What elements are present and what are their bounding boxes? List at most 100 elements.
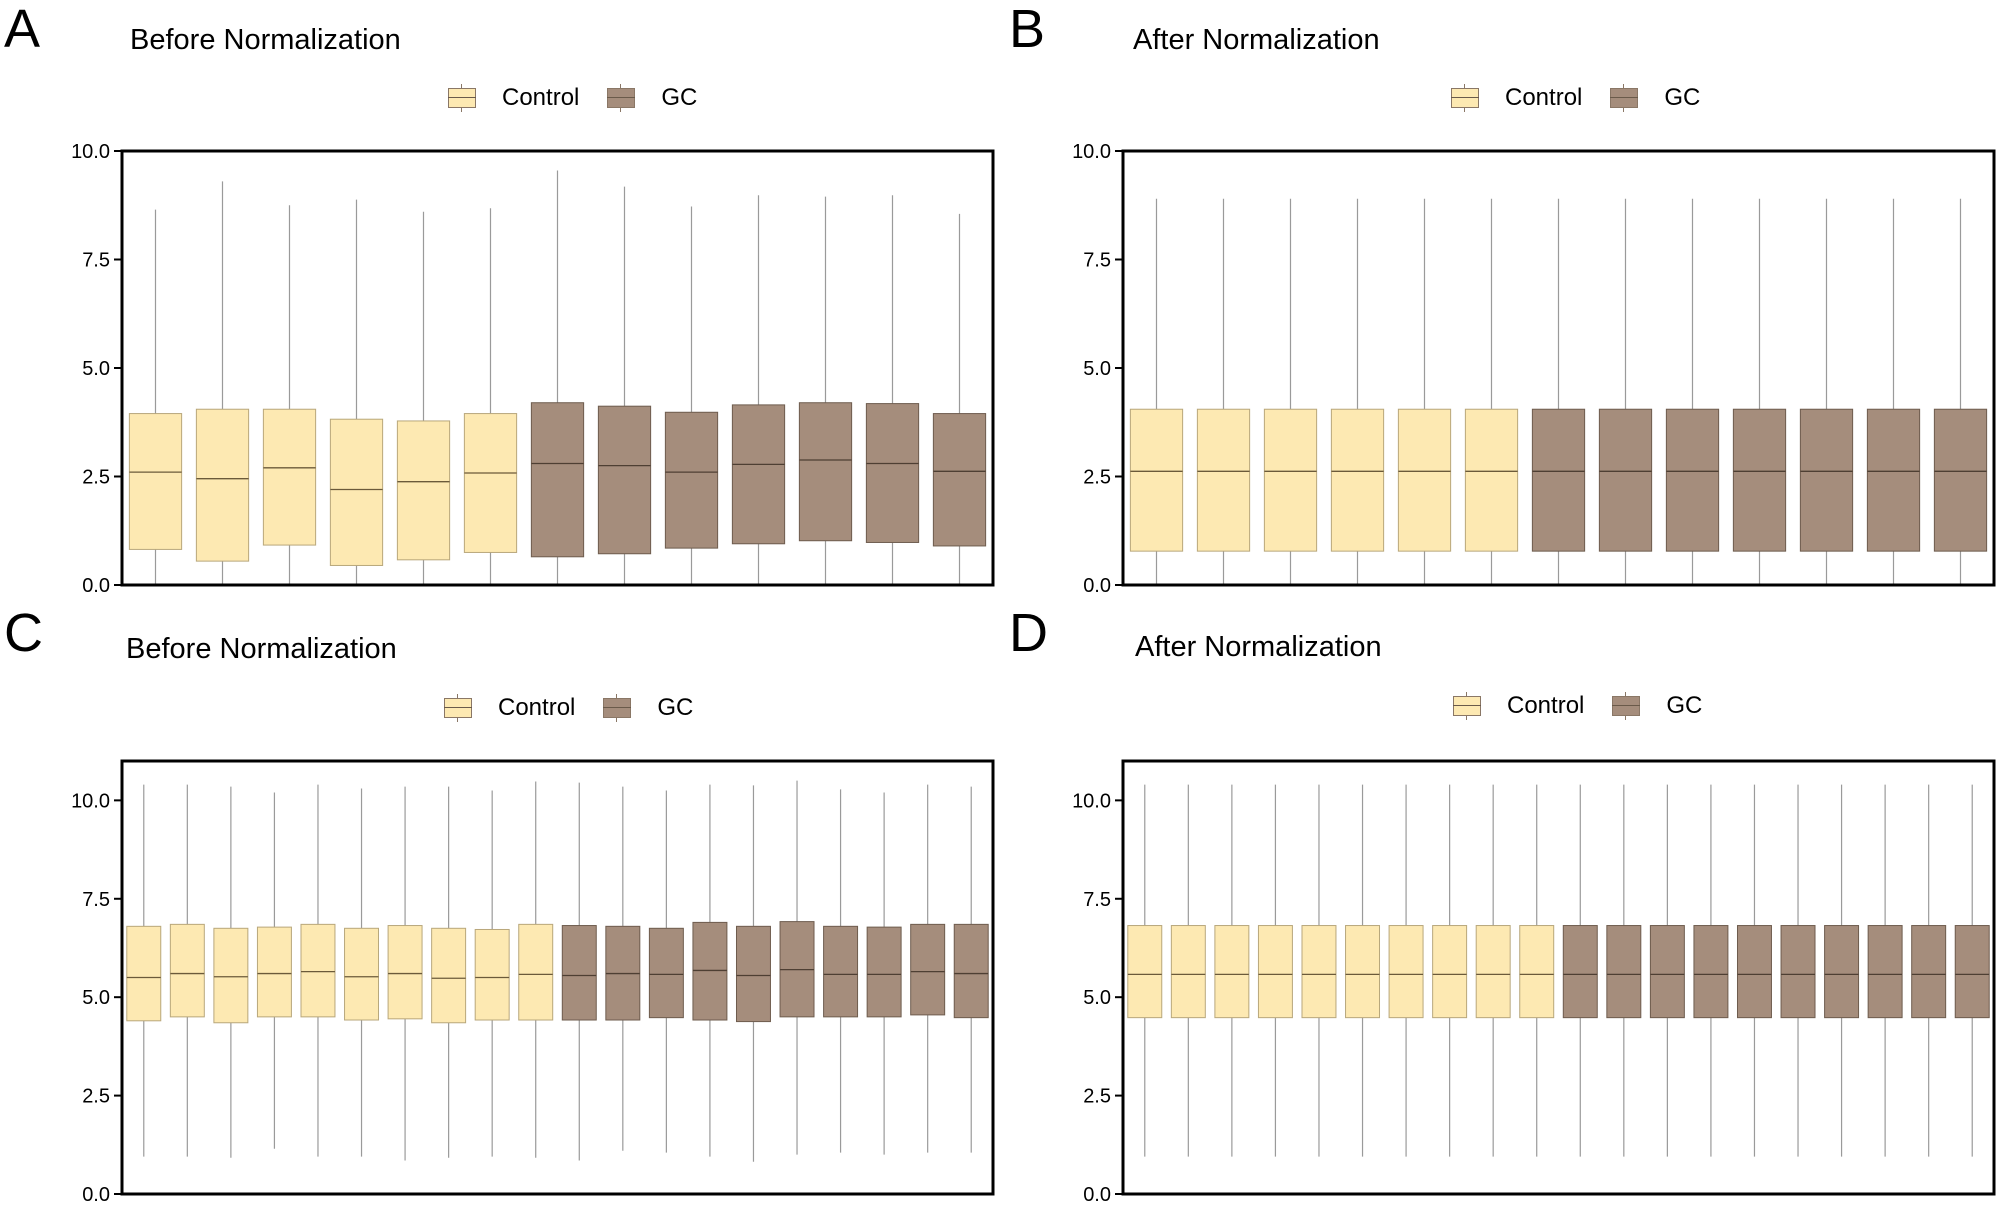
- y-tick-label: 5.0: [1083, 987, 1111, 1009]
- box-16: [1780, 784, 1816, 1157]
- y-tick-label: 7.5: [1083, 250, 1111, 272]
- panel-b: B After Normalization Control GC 0.0 2.5 5…: [1001, 0, 2002, 604]
- box-2: [1170, 784, 1206, 1157]
- box-iqr: [431, 927, 467, 1024]
- box-17: [1824, 784, 1860, 1157]
- legend-gc-label: GC: [1666, 692, 1703, 719]
- legend-gc-key: [1610, 84, 1639, 112]
- box-9: [1665, 198, 1720, 585]
- box-2: [169, 784, 205, 1157]
- box-7: [1388, 784, 1424, 1157]
- box-iqr: [126, 925, 162, 1022]
- box-iqr: [597, 405, 652, 555]
- box-13: [1649, 784, 1685, 1157]
- box-5: [1397, 198, 1452, 585]
- box-4: [1257, 784, 1293, 1157]
- box-5: [1301, 784, 1337, 1157]
- plot-frame: [1121, 759, 1996, 1196]
- box-iqr: [1257, 925, 1293, 1019]
- panel-title: After Normalization: [1133, 24, 1380, 56]
- box-iqr: [692, 921, 728, 1021]
- panel-d: D After Normalization Control GC 0.0 2.5 5…: [1001, 604, 2002, 1208]
- box-iqr: [1799, 408, 1854, 552]
- legend-control: Control: [1451, 84, 1582, 112]
- legend: Control GC: [1453, 692, 1730, 720]
- y-tick-label: 0.0: [1083, 1184, 1111, 1206]
- y-tick-label: 5.0: [82, 358, 110, 380]
- y-tick-label: 2.5: [82, 467, 110, 489]
- box-12: [1866, 198, 1921, 585]
- panel-a: A Before Normalization Control GC 0.0 2.5…: [0, 0, 1001, 604]
- box-4: [256, 792, 292, 1149]
- box-iqr: [1531, 408, 1586, 552]
- y-tick-label: 7.5: [82, 250, 110, 272]
- legend-control: Control: [1453, 692, 1584, 720]
- box-19: [1911, 784, 1947, 1157]
- legend-gc-key: [1612, 692, 1641, 720]
- box-10: [1519, 784, 1555, 1157]
- box-9: [474, 790, 510, 1157]
- box-iqr: [648, 927, 684, 1019]
- box-iqr: [463, 413, 518, 553]
- box-iqr: [1866, 408, 1921, 552]
- box-2: [195, 181, 250, 585]
- y-tick-label: 10.0: [1072, 141, 1111, 163]
- box-9: [1475, 784, 1511, 1157]
- box-15: [1736, 784, 1772, 1157]
- box-13: [1933, 198, 1988, 585]
- panel-title: Before Normalization: [130, 24, 401, 56]
- box-iqr: [866, 926, 902, 1018]
- panel-title: After Normalization: [1135, 631, 1382, 663]
- legend-gc-label: GC: [661, 84, 698, 111]
- box-16: [779, 780, 815, 1155]
- panel-letter: A: [4, 0, 41, 59]
- y-tick-label: 0.0: [82, 1184, 110, 1206]
- box-3: [1263, 198, 1318, 585]
- box-7: [387, 786, 423, 1161]
- box-iqr: [1824, 925, 1860, 1019]
- panel-title: Before Normalization: [126, 633, 397, 665]
- box-iqr: [1665, 408, 1720, 552]
- box-iqr: [1867, 925, 1903, 1019]
- box-iqr: [169, 923, 205, 1018]
- box-iqr: [387, 925, 423, 1020]
- box-iqr: [1732, 408, 1787, 552]
- chart-svg: 0.0 2.5 5.0 7.5 10.0: [71, 141, 995, 597]
- box-17: [823, 789, 859, 1153]
- box-iqr: [664, 411, 719, 549]
- box-10: [518, 781, 554, 1158]
- box-iqr: [798, 402, 853, 542]
- box-iqr: [1345, 925, 1381, 1019]
- box-11: [1799, 198, 1854, 585]
- box-iqr: [865, 403, 920, 543]
- box-14: [692, 784, 728, 1157]
- y-tick-label: 2.5: [82, 1086, 110, 1108]
- y-tick-label: 2.5: [1083, 1086, 1111, 1108]
- panel-letter: C: [4, 603, 43, 663]
- box-iqr: [300, 923, 336, 1018]
- box-iqr: [953, 923, 989, 1019]
- chart-svg: 0.0 2.5 5.0 7.5 10.0: [1072, 759, 1996, 1206]
- box-iqr: [1196, 408, 1251, 552]
- box-iqr: [1933, 408, 1988, 552]
- legend-gc-label: GC: [1664, 84, 1701, 111]
- box-iqr: [1263, 408, 1318, 552]
- box-iqr: [1954, 925, 1990, 1019]
- box-iqr: [1432, 925, 1468, 1019]
- legend-control-label: Control: [502, 84, 580, 111]
- box-iqr: [256, 926, 292, 1018]
- box-3: [262, 205, 317, 585]
- box-6: [1464, 198, 1519, 585]
- box-1: [1127, 784, 1163, 1157]
- legend-control-label: Control: [498, 694, 576, 721]
- box-iqr: [1301, 925, 1337, 1019]
- box-iqr: [518, 923, 554, 1021]
- box-12: [1606, 784, 1642, 1157]
- y-tick-label: 10.0: [1072, 790, 1111, 812]
- box-iqr: [329, 418, 384, 566]
- box-12: [865, 195, 920, 585]
- box-9: [664, 206, 719, 585]
- y-tick-label: 5.0: [82, 987, 110, 1009]
- box-11: [1562, 784, 1598, 1157]
- box-iqr: [1388, 925, 1424, 1019]
